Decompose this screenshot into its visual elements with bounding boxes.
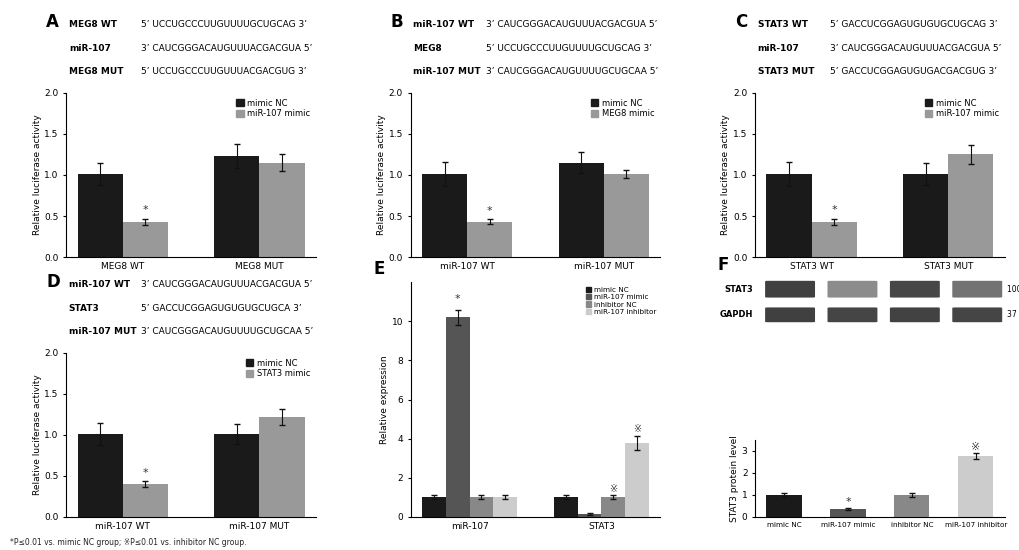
Text: *P≤0.01 vs. mimic NC group; ※P≤0.01 vs. inhibitor NC group.: *P≤0.01 vs. mimic NC group; ※P≤0.01 vs. … — [10, 538, 247, 547]
Text: 3’ CAUCGGGACAUGUUUACGACGUA 5’: 3’ CAUCGGGACAUGUUUACGACGUA 5’ — [829, 43, 1001, 53]
FancyBboxPatch shape — [826, 281, 876, 298]
Bar — [811, 222, 856, 257]
Bar — [214, 156, 259, 257]
Bar — [122, 222, 168, 257]
Bar — [765, 495, 801, 517]
Text: miR-107: miR-107 — [68, 43, 111, 53]
Text: 3’ CAUCGGGACAUGUUUUGCUGCAA 5’: 3’ CAUCGGGACAUGUUUUGCUGCAA 5’ — [485, 67, 657, 76]
Legend: mimic NC, STAT3 mimic: mimic NC, STAT3 mimic — [244, 357, 312, 380]
Text: STAT3 WT: STAT3 WT — [757, 20, 807, 30]
Text: miR-107 MUT: miR-107 MUT — [68, 327, 137, 336]
FancyBboxPatch shape — [889, 307, 938, 322]
Bar — [259, 417, 305, 517]
Bar — [493, 497, 517, 517]
Text: ※: ※ — [608, 483, 616, 493]
Text: F: F — [717, 256, 729, 274]
Bar — [957, 456, 993, 517]
Y-axis label: Relative expression: Relative expression — [379, 355, 388, 444]
Bar — [122, 484, 168, 517]
Bar — [577, 514, 601, 517]
Text: *: * — [845, 497, 850, 507]
Text: 3’ CAUCGGGACAUGUUUUGCUGCAA 5’: 3’ CAUCGGGACAUGUUUUGCUGCAA 5’ — [141, 327, 313, 336]
Text: 5’ UCCUGCCCUUGUUUACGACGUG 3’: 5’ UCCUGCCCUUGUUUACGACGUG 3’ — [141, 67, 307, 76]
Text: miR-107: miR-107 — [757, 43, 799, 53]
Text: ※: ※ — [633, 424, 641, 434]
Text: 100 kDa: 100 kDa — [1006, 285, 1019, 294]
Text: D: D — [46, 273, 60, 291]
FancyBboxPatch shape — [952, 281, 1002, 298]
Bar — [214, 434, 259, 517]
Legend: mimic NC, miR-107 mimic, inhibitor NC, miR-107 inhibitor: mimic NC, miR-107 mimic, inhibitor NC, m… — [584, 286, 656, 316]
Bar — [422, 174, 467, 257]
Text: miR-107 MUT: miR-107 MUT — [413, 67, 480, 76]
Bar — [467, 222, 512, 257]
Bar — [445, 317, 469, 517]
Text: 5’ UCCUGCCCUUGUUUUGCUGCAG 3’: 5’ UCCUGCCCUUGUUUUGCUGCAG 3’ — [141, 20, 307, 30]
Text: 5’ GACCUCGGAGUGUGUGCUGCA 3’: 5’ GACCUCGGAGUGUGUGCUGCA 3’ — [141, 304, 302, 312]
Text: *: * — [830, 205, 837, 215]
Text: E: E — [373, 260, 384, 278]
Text: *: * — [486, 206, 492, 216]
FancyBboxPatch shape — [952, 307, 1002, 322]
Text: 5’ GACCUCGGAGUGUGACGACGUG 3’: 5’ GACCUCGGAGUGUGACGACGUG 3’ — [829, 67, 996, 76]
Legend: mimic NC, miR-107 mimic: mimic NC, miR-107 mimic — [922, 97, 1000, 120]
Text: 5’ GACCUCGGAGUGUGUGCUGCAG 3’: 5’ GACCUCGGAGUGUGUGCUGCAG 3’ — [829, 20, 997, 30]
Text: STAT3 MUT: STAT3 MUT — [757, 67, 813, 76]
Text: STAT3: STAT3 — [68, 304, 100, 312]
Text: *: * — [143, 205, 148, 215]
Text: MEG8: MEG8 — [413, 43, 441, 53]
Legend: mimic NC, MEG8 mimic: mimic NC, MEG8 mimic — [589, 97, 655, 120]
Text: *: * — [143, 468, 148, 477]
Text: miR-107 WT: miR-107 WT — [413, 20, 474, 30]
Bar — [422, 497, 445, 517]
Bar — [469, 497, 493, 517]
Bar — [77, 174, 122, 257]
Text: 3’ CAUCGGGACAUGUUUACGACGUA 5’: 3’ CAUCGGGACAUGUUUACGACGUA 5’ — [141, 43, 312, 53]
FancyBboxPatch shape — [889, 281, 938, 298]
Y-axis label: STAT3 protein level: STAT3 protein level — [730, 435, 738, 522]
FancyBboxPatch shape — [764, 307, 814, 322]
Bar — [601, 497, 625, 517]
Text: 3’ CAUCGGGACAUGUUUACGACGUA 5’: 3’ CAUCGGGACAUGUUUACGACGUA 5’ — [485, 20, 656, 30]
Text: 37 kDa: 37 kDa — [1006, 310, 1019, 320]
Y-axis label: Relative luciferase activity: Relative luciferase activity — [720, 114, 730, 235]
Text: GAPDH: GAPDH — [718, 310, 752, 320]
Y-axis label: Relative luciferase activity: Relative luciferase activity — [33, 114, 42, 235]
Legend: mimic NC, miR-107 mimic: mimic NC, miR-107 mimic — [234, 97, 312, 120]
Text: STAT3: STAT3 — [723, 285, 752, 294]
FancyBboxPatch shape — [826, 307, 876, 322]
Bar — [603, 174, 648, 257]
Y-axis label: Relative luciferase activity: Relative luciferase activity — [377, 114, 385, 235]
Bar — [948, 155, 993, 257]
Bar — [765, 174, 811, 257]
Bar — [829, 509, 865, 517]
Bar — [902, 174, 948, 257]
Bar — [558, 163, 603, 257]
Text: *: * — [454, 294, 460, 304]
Text: MEG8 WT: MEG8 WT — [68, 20, 117, 30]
Text: 5’ UCCUGCCCUUGUUUUGCUGCAG 3’: 5’ UCCUGCCCUUGUUUUGCUGCAG 3’ — [485, 43, 651, 53]
Text: MEG8 MUT: MEG8 MUT — [68, 67, 123, 76]
Text: B: B — [390, 13, 403, 31]
Y-axis label: Relative luciferase activity: Relative luciferase activity — [33, 375, 42, 495]
Text: 3’ CAUCGGGACAUGUUUACGACGUA 5’: 3’ CAUCGGGACAUGUUUACGACGUA 5’ — [141, 280, 312, 289]
Text: miR-107 WT: miR-107 WT — [68, 280, 129, 289]
Bar — [625, 443, 648, 517]
Bar — [77, 434, 122, 517]
Bar — [259, 163, 305, 257]
Bar — [553, 497, 577, 517]
Text: A: A — [46, 13, 59, 31]
Text: ※: ※ — [970, 442, 979, 452]
Text: C: C — [735, 13, 747, 31]
Bar — [894, 495, 928, 517]
FancyBboxPatch shape — [764, 281, 814, 298]
